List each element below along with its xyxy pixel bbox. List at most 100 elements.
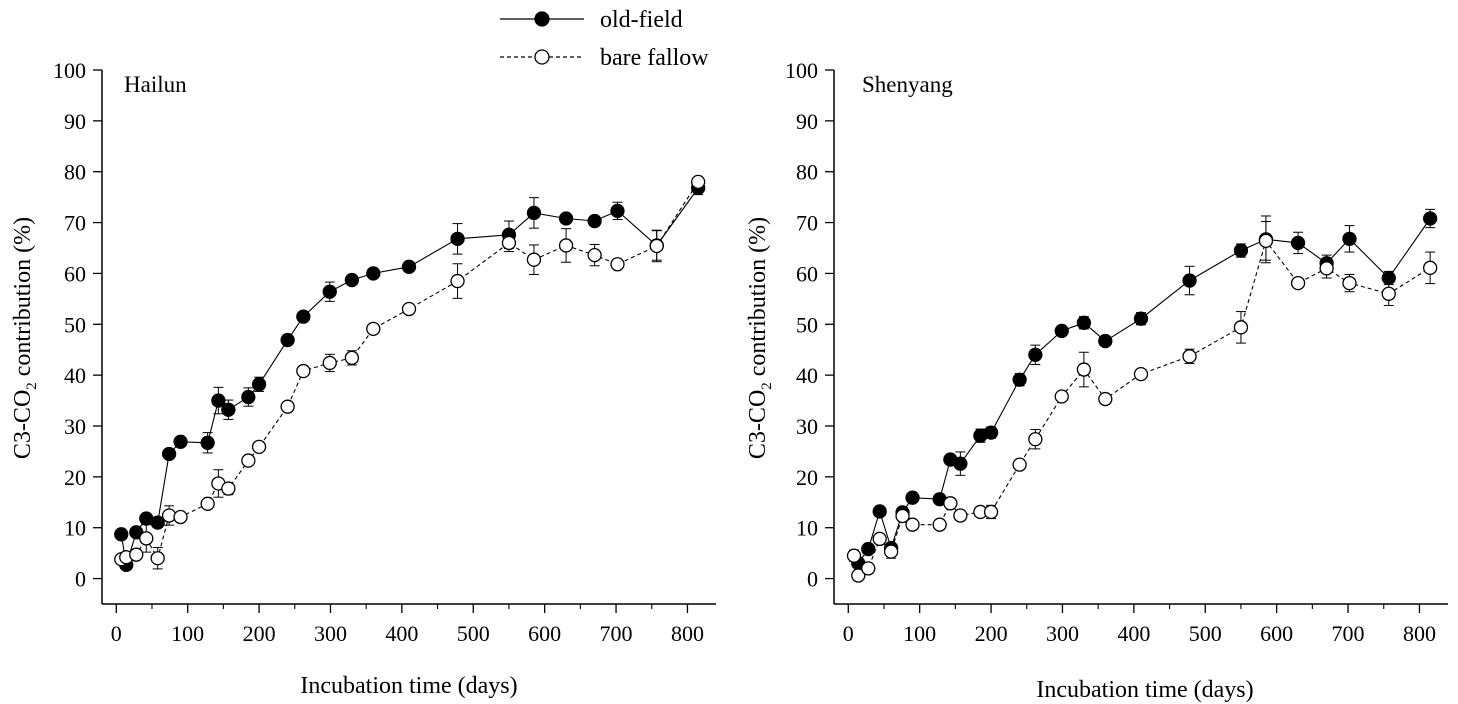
x-tick-label: 0 [111, 621, 122, 646]
x-tick-label: 400 [1117, 621, 1150, 646]
series-layer [846, 208, 1438, 583]
y-ticks: 0 10 20 30 40 50 60 70 80 90 100 [785, 58, 834, 592]
y-tick-label: 50 [64, 312, 86, 337]
data-point-old-field [241, 389, 256, 405]
data-point-old-field [1233, 243, 1249, 258]
y-tick-label: 100 [53, 58, 86, 83]
x-tick-label: 500 [457, 621, 490, 646]
data-point-old-field [221, 402, 236, 417]
data-point-old-field [1182, 273, 1197, 288]
data-point-bare-fallow [221, 481, 236, 496]
data-point-old-field [1054, 323, 1069, 339]
data-point-bare-fallow [450, 273, 465, 289]
data-point-bare-fallow [1342, 275, 1357, 291]
data-point-bare-fallow [1098, 391, 1113, 407]
data-point-bare-fallow [129, 547, 144, 562]
data-point-old-field [450, 231, 465, 246]
data-point-bare-fallow [1054, 389, 1069, 404]
data-point-bare-fallow [296, 363, 311, 379]
data-point-bare-fallow [861, 561, 876, 576]
data-point-old-field [558, 211, 574, 226]
data-point-old-field [322, 284, 337, 299]
y-tick-label: 70 [796, 211, 818, 236]
series-line-old-field [857, 218, 1431, 564]
x-axis-label: Incubation time (days) [300, 673, 517, 699]
x-tick-label: 200 [243, 621, 276, 646]
panel-title: Shenyang [862, 72, 953, 97]
y-axis-label: C3-CO2 contribution (%) [745, 217, 775, 459]
y-tick-label: 100 [785, 58, 818, 83]
y-tick-label: 80 [796, 160, 818, 185]
x-tick-label: 800 [671, 621, 704, 646]
y-tick-label: 40 [796, 363, 818, 388]
legend-label-old-field: old-field [600, 7, 683, 33]
y-tick-label: 30 [64, 414, 86, 439]
legend-label-bare-fallow: bare fallow [600, 45, 709, 71]
y-tick-label: 50 [796, 312, 818, 337]
y-ticks: 0 10 20 30 40 50 60 70 80 90 100 [53, 58, 102, 592]
data-point-bare-fallow [241, 453, 256, 468]
data-point-bare-fallow [366, 321, 381, 337]
data-point-old-field [150, 515, 165, 530]
data-point-bare-fallow [139, 531, 154, 546]
y-tick-label: 80 [64, 160, 86, 185]
data-point-bare-fallow [649, 238, 664, 254]
data-point-old-field [1133, 311, 1149, 326]
x-tick-label: 600 [1260, 621, 1293, 646]
x-tick-label: 100 [171, 621, 204, 646]
data-point-old-field [401, 259, 417, 274]
data-point-old-field [953, 456, 968, 471]
data-point-bare-fallow [322, 355, 337, 371]
data-point-bare-fallow [1012, 457, 1027, 472]
y-axis-label-subscript: 2 [24, 382, 40, 390]
y-tick-label: 0 [75, 567, 86, 592]
data-point-bare-fallow [983, 504, 999, 520]
x-axis-label: Incubation time (days) [1036, 677, 1253, 703]
data-point-bare-fallow [851, 568, 866, 583]
x-tick-label: 300 [1046, 621, 1079, 646]
data-point-old-field [344, 272, 360, 288]
y-tick-label: 60 [796, 261, 818, 286]
series-old-field [114, 180, 706, 572]
x-tick-label: 300 [314, 621, 347, 646]
data-point-bare-fallow [501, 235, 517, 251]
x-tick-label: 600 [528, 621, 561, 646]
y-axis-label-tail: contribution (%) [745, 217, 771, 382]
data-point-old-field [587, 213, 602, 229]
y-tick-label: 40 [64, 363, 86, 388]
y-tick-label: 70 [64, 211, 86, 236]
data-point-old-field [200, 435, 215, 450]
data-point-bare-fallow [344, 350, 360, 366]
y-tick-label: 90 [64, 109, 86, 134]
legend-marker-old-field [534, 11, 550, 27]
series-bare-fallow [114, 174, 706, 570]
data-point-bare-fallow [1028, 432, 1043, 447]
panel-title: Hailun [124, 72, 187, 97]
data-point-old-field [872, 504, 887, 519]
series-bare-fallow [846, 221, 1438, 583]
data-point-bare-fallow [587, 247, 602, 263]
x-tick-label: 200 [975, 621, 1008, 646]
data-point-bare-fallow [905, 517, 920, 532]
y-axis-label-tail: contribution (%) [10, 217, 36, 382]
y-tick-label: 30 [796, 414, 818, 439]
data-point-bare-fallow [1423, 260, 1438, 275]
y-tick-label: 90 [796, 109, 818, 134]
y-tick-label: 20 [64, 465, 86, 490]
data-point-old-field [983, 425, 999, 440]
y-axis-label-main: C3-CO [745, 390, 771, 459]
data-point-old-field [280, 332, 295, 348]
data-point-bare-fallow [691, 174, 706, 190]
data-point-bare-fallow [150, 551, 165, 566]
y-tick-label: 0 [807, 567, 818, 592]
data-point-bare-fallow [943, 496, 958, 511]
data-point-bare-fallow [953, 508, 968, 523]
y-tick-label: 60 [64, 261, 86, 286]
data-point-bare-fallow [1381, 286, 1396, 301]
series-layer [114, 174, 706, 572]
data-point-bare-fallow [932, 517, 947, 532]
y-axis-label: C3-CO2 contribution (%) [10, 217, 40, 459]
data-point-old-field [173, 434, 188, 449]
y-axis-label-main: C3-CO [10, 390, 36, 459]
data-point-bare-fallow [1233, 320, 1249, 335]
